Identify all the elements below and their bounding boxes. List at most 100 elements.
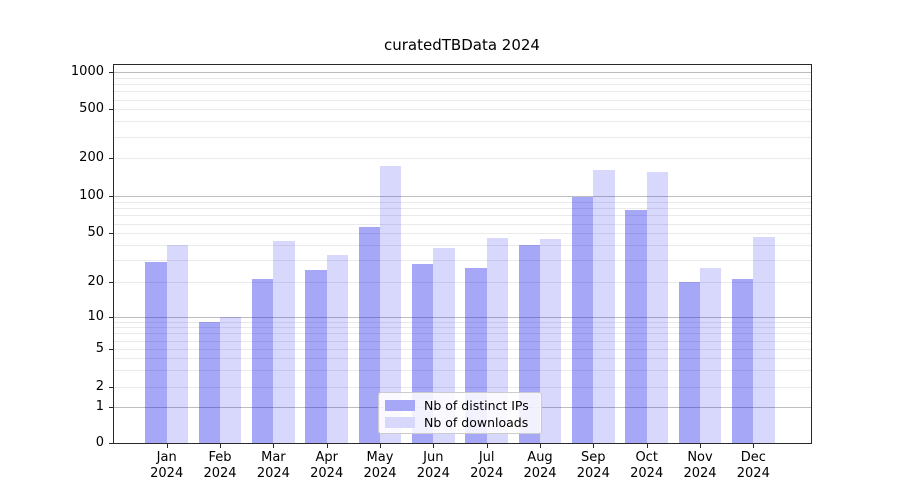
- x-tick-Mar: [273, 444, 275, 449]
- gridline-y-50: [114, 233, 811, 235]
- y-tick-label-200: 200: [79, 150, 104, 166]
- x-tick-Oct: [646, 444, 648, 449]
- x-tick-Apr: [326, 444, 328, 449]
- bar-distinct-ips-May: [358, 227, 380, 444]
- gridline-y-60: [114, 223, 811, 225]
- gridline-y-300: [114, 136, 811, 138]
- gridline-y-400: [114, 121, 811, 123]
- legend-swatch-distinct-ips: [385, 400, 415, 411]
- bar-downloads-Feb: [220, 316, 242, 444]
- y-tick-label-10: 10: [87, 308, 104, 324]
- x-tick-label-Feb: Feb 2024: [203, 450, 237, 481]
- y-tick-1: [109, 407, 113, 409]
- x-tick-Nov: [700, 444, 701, 449]
- bar-downloads-Aug: [540, 238, 562, 444]
- bar-downloads-Mar: [273, 241, 295, 444]
- bar-downloads-Apr: [326, 255, 348, 444]
- gridline-y-900: [114, 77, 811, 79]
- x-tick-May: [380, 444, 381, 449]
- x-tick-label-May: May 2024: [363, 450, 397, 481]
- gridline-y-100: [114, 196, 811, 197]
- y-tick-1000: [109, 72, 113, 74]
- gridline-y-30: [114, 260, 811, 262]
- gridline-y-1000: [114, 72, 811, 74]
- y-tick-5: [109, 349, 113, 350]
- y-tick-label-50: 50: [87, 225, 104, 241]
- legend-swatch-downloads: [385, 417, 415, 428]
- y-tick-label-1: 1: [95, 399, 104, 415]
- legend-label-downloads: Nb of downloads: [424, 415, 529, 430]
- x-tick-label-Apr: Apr 2024: [310, 450, 344, 481]
- y-tick-label-20: 20: [87, 273, 104, 289]
- gridline-y-2: [114, 387, 811, 389]
- gridline-y-500: [114, 109, 811, 111]
- gridline-y-70: [114, 215, 811, 217]
- gridline-y-10: [114, 316, 811, 318]
- gridline-y-90: [114, 201, 811, 203]
- chart-title: curatedTBData 2024: [384, 36, 540, 54]
- x-tick-label-Sep: Sep 2024: [576, 450, 610, 481]
- gridline-y-8: [114, 327, 811, 329]
- bar-distinct-ips-Oct: [625, 210, 647, 444]
- y-tick-2: [109, 387, 113, 389]
- gridline-y-80: [114, 208, 811, 209]
- y-tick-50: [109, 233, 113, 235]
- chart-legend: Nb of distinct IPs Nb of downloads: [378, 392, 542, 434]
- bar-distinct-ips-Sep: [572, 197, 594, 444]
- gridline-y-40: [114, 245, 811, 247]
- x-tick-Sep: [593, 444, 595, 449]
- bar-distinct-ips-Dec: [732, 279, 754, 444]
- y-tick-200: [109, 158, 113, 160]
- y-tick-label-1000: 1000: [70, 64, 104, 80]
- gridline-y-20: [114, 281, 811, 283]
- gridline-y-4: [114, 358, 811, 360]
- bar-downloads-Jul: [486, 237, 508, 444]
- gridline-y-6: [114, 340, 811, 342]
- x-tick-Jan: [166, 444, 168, 449]
- gridline-y-9: [114, 321, 811, 323]
- x-tick-Dec: [753, 444, 755, 449]
- bar-distinct-ips-Apr: [305, 269, 327, 444]
- y-tick-label-2: 2: [95, 379, 104, 395]
- gridline-y-800: [114, 84, 811, 86]
- bar-downloads-Nov: [700, 267, 722, 444]
- bar-distinct-ips-Mar: [252, 279, 274, 444]
- y-tick-10: [109, 316, 113, 318]
- x-tick-label-Dec: Dec 2024: [736, 450, 770, 481]
- x-tick-Jun: [433, 444, 435, 449]
- bar-distinct-ips-Jan: [145, 262, 167, 444]
- x-tick-label-Jul: Jul 2024: [470, 450, 504, 481]
- bar-downloads-Sep: [593, 170, 615, 444]
- legend-row-distinct-ips: Nb of distinct IPs: [385, 397, 535, 414]
- x-tick-Jul: [486, 444, 488, 449]
- y-tick-label-5: 5: [95, 341, 104, 356]
- gridline-y-200: [114, 158, 811, 160]
- gridline-y-3: [114, 370, 811, 372]
- legend-label-distinct-ips: Nb of distinct IPs: [424, 398, 529, 413]
- bar-distinct-ips-Nov: [678, 281, 700, 444]
- x-tick-label-Oct: Oct 2024: [630, 450, 664, 481]
- legend-row-downloads: Nb of downloads: [385, 414, 535, 431]
- y-tick-0: [109, 443, 113, 445]
- y-tick-label-100: 100: [79, 188, 104, 203]
- y-tick-100: [109, 196, 113, 197]
- gridline-y-7: [114, 333, 811, 335]
- gridline-y-700: [114, 91, 811, 93]
- x-tick-label-Jan: Jan 2024: [150, 450, 184, 481]
- bar-downloads-Jan: [166, 245, 188, 444]
- x-tick-label-Aug: Aug 2024: [523, 450, 557, 481]
- y-tick-20: [109, 281, 113, 283]
- bar-downloads-May: [380, 165, 402, 444]
- x-tick-label-Mar: Mar 2024: [256, 450, 290, 481]
- y-tick-label-500: 500: [79, 101, 104, 117]
- x-tick-label-Nov: Nov 2024: [683, 450, 717, 481]
- gridline-y-5: [114, 349, 811, 350]
- x-tick-Feb: [220, 444, 221, 449]
- y-tick-label-0: 0: [95, 435, 104, 451]
- bar-downloads-Oct: [646, 171, 668, 444]
- y-tick-500: [109, 109, 113, 111]
- bar-distinct-ips-Feb: [198, 321, 220, 444]
- x-tick-Aug: [540, 444, 541, 449]
- bar-downloads-Dec: [753, 236, 775, 444]
